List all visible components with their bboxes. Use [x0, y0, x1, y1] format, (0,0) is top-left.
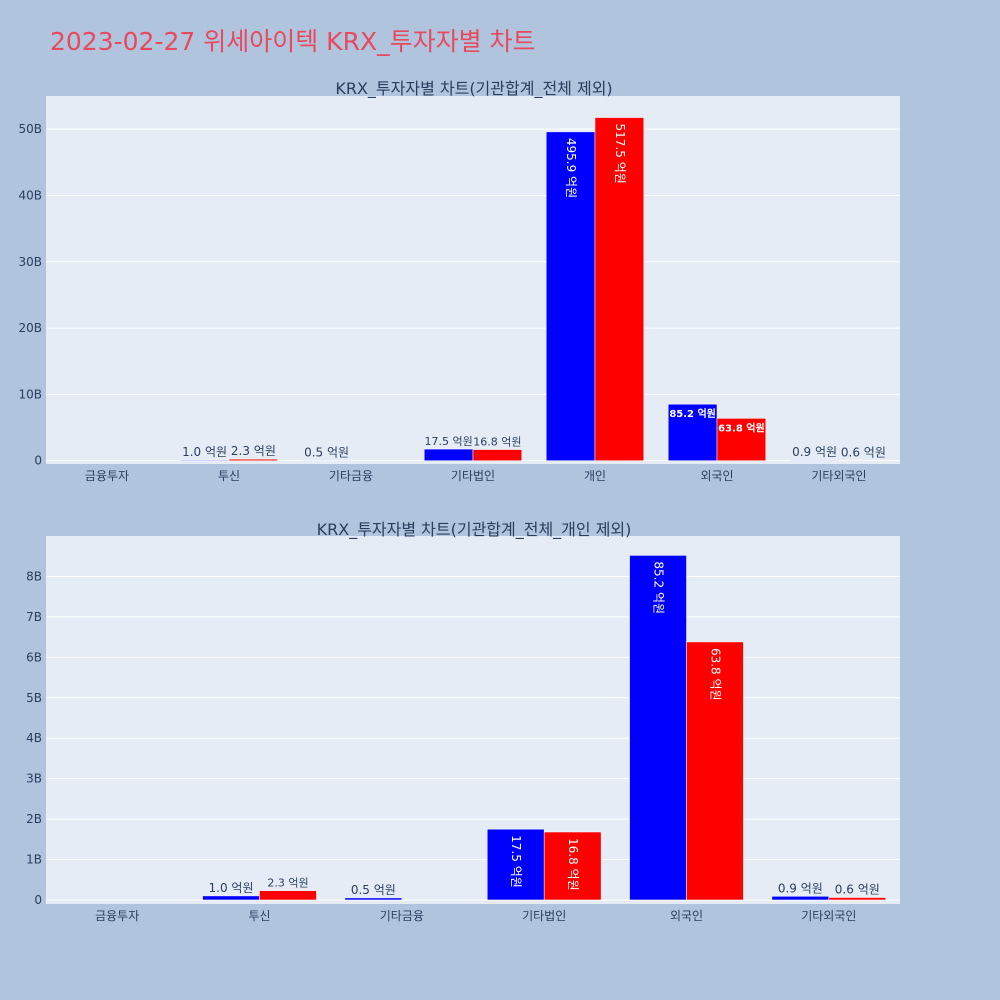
bar-label: 495.9 억원 — [564, 138, 578, 198]
bar — [228, 458, 279, 461]
bar-label: 0.5 억원 — [304, 445, 349, 459]
bar-label: 17.5 억원 — [424, 435, 472, 448]
bar-label: 85.2 억원 — [669, 407, 716, 420]
y-tick-label: 5B — [26, 691, 42, 705]
y-tick-label: 50B — [18, 122, 42, 136]
bar-label: 63.8 억원 — [718, 421, 765, 434]
bar — [667, 403, 718, 461]
x-tick-label: 금융투자 — [85, 469, 129, 483]
bar — [202, 895, 260, 901]
y-tick-label: 4B — [26, 731, 42, 745]
plot-area — [46, 536, 900, 904]
page-title: 2023-02-27 위세아이텍 KRX_투자자별 차트 — [50, 27, 536, 56]
y-tick-label: 10B — [18, 387, 42, 401]
bar-label: 0.6 억원 — [835, 883, 880, 897]
x-tick-label: 개인 — [584, 469, 606, 483]
bar-label: 17.5 억원 — [509, 835, 523, 888]
x-tick-label: 기타외국인 — [811, 469, 866, 483]
bar — [344, 897, 403, 901]
bar — [789, 459, 840, 461]
bar-label: 0.5 억원 — [351, 883, 396, 897]
bar-label: 85.2 억원 — [652, 561, 666, 614]
bar-label: 517.5 억원 — [613, 124, 627, 184]
bar-label: 0.6 억원 — [841, 445, 886, 459]
bar — [179, 459, 230, 461]
bar — [259, 890, 317, 901]
x-tick-label: 기타금융 — [329, 469, 373, 483]
bar — [629, 555, 687, 901]
x-tick-label: 금융투자 — [95, 909, 139, 923]
x-tick-label: 기타금융 — [380, 909, 424, 923]
x-tick-label: 기타법인 — [522, 909, 566, 923]
x-tick-label: 기타법인 — [451, 469, 495, 483]
bar-label: 63.8 억원 — [708, 648, 722, 701]
bar — [423, 448, 474, 461]
bar — [686, 641, 744, 901]
x-tick-label: 외국인 — [700, 469, 733, 483]
bar-label: 0.9 억원 — [792, 445, 837, 459]
y-tick-label: 6B — [26, 650, 42, 664]
bar-label: 2.3 억원 — [267, 877, 308, 890]
bar — [828, 897, 887, 901]
y-tick-label: 30B — [18, 255, 42, 269]
bar-label: 0.9 억원 — [778, 881, 823, 895]
bar-label: 16.8 억원 — [473, 436, 521, 449]
chart-bottom: 0 1B 2B 3B 4B 5B 6B 7B 8B KRX_투자자별 차트(기관합계_전체_개인 … — [26, 520, 900, 923]
y-tick-label: 2B — [26, 812, 42, 826]
x-tick-label: 외국인 — [670, 909, 703, 923]
y-tick-label: 8B — [26, 569, 42, 583]
y-tick-label: 0 — [34, 893, 42, 907]
bar-label: 16.8 억원 — [566, 838, 580, 891]
bar-label: 1.0 억원 — [209, 881, 254, 895]
y-tick-label: 1B — [26, 853, 42, 867]
bar-label: 1.0 억원 — [182, 445, 227, 459]
y-tick-label: 7B — [26, 610, 42, 624]
chart-title: KRX_투자자별 차트(기관합계_전체_개인 제외) — [317, 520, 632, 540]
bar — [716, 418, 767, 461]
bar — [771, 896, 830, 901]
y-tick-label: 3B — [26, 772, 42, 786]
x-tick-label: 투신 — [218, 469, 240, 483]
x-tick-label: 기타외국인 — [801, 909, 856, 923]
y-tick-label: 20B — [18, 321, 42, 335]
bar — [543, 831, 602, 901]
chart-top: 0 10B 20B 30B 40B 50B KRX_투자자별 차트(기관합계_전체 제외) 금… — [18, 79, 900, 483]
y-tick-label: 0 — [34, 454, 42, 468]
bar — [472, 449, 523, 461]
bar-label: 2.3 억원 — [231, 444, 276, 458]
y-tick-label: 40B — [18, 188, 42, 202]
x-tick-label: 투신 — [248, 909, 270, 923]
bar — [594, 117, 645, 461]
chart-title: KRX_투자자별 차트(기관합계_전체 제외) — [335, 79, 612, 99]
plot-area — [46, 96, 900, 464]
